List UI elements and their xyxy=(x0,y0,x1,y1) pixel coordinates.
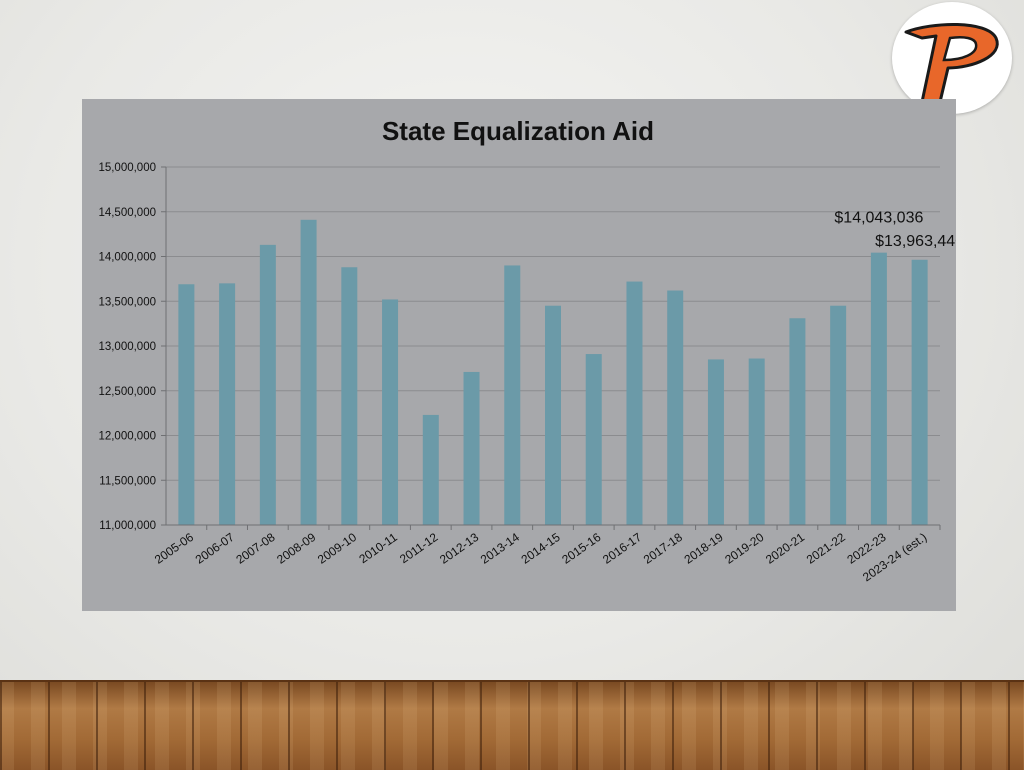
bar-2017-18 xyxy=(667,290,684,525)
bar-2005-06 xyxy=(178,284,195,525)
chart-title: State Equalization Aid xyxy=(382,116,654,146)
bar-2015-16 xyxy=(585,354,602,525)
y-tick-label: 13,000,000 xyxy=(98,341,156,353)
bars xyxy=(178,219,928,526)
x-category-label: 2005-06 xyxy=(152,530,196,567)
x-category-label: 2019-20 xyxy=(722,530,766,567)
bar-2010-11 xyxy=(382,299,399,525)
wood-floor-decoration xyxy=(0,680,1024,770)
x-category-label: 2020-21 xyxy=(763,530,807,567)
bar-2019-20 xyxy=(748,358,765,525)
x-category-label: 2008-09 xyxy=(274,530,318,567)
bar-2006-07 xyxy=(219,283,236,525)
bar-2018-19 xyxy=(707,359,724,525)
x-category-label: 2013-14 xyxy=(478,530,522,567)
logo-p-icon xyxy=(904,22,999,104)
x-category-label: 2015-16 xyxy=(559,530,603,567)
bar-2009-10 xyxy=(341,267,358,525)
y-tick-label: 12,000,000 xyxy=(98,431,156,443)
y-tick-label: 15,000,000 xyxy=(98,162,156,174)
x-category-label: 2009-10 xyxy=(315,530,359,567)
school-logo xyxy=(892,2,1012,114)
bar-2011-12 xyxy=(422,414,439,525)
bar-2013-14 xyxy=(504,265,521,525)
y-tick-label: 13,500,000 xyxy=(98,296,156,308)
bar-2022-23 xyxy=(870,252,887,525)
y-tick-label: 12,500,000 xyxy=(98,386,156,398)
value-annotation: $14,043,036 xyxy=(834,210,923,227)
x-category-label: 2017-18 xyxy=(641,530,685,567)
x-category-label: 2010-11 xyxy=(356,530,400,566)
y-tick-label: 11,000,000 xyxy=(99,520,156,532)
bar-2007-08 xyxy=(259,244,276,526)
x-category-label: 2006-07 xyxy=(193,530,237,567)
value-annotation: $13,963,440 xyxy=(875,233,956,250)
bar-2012-13 xyxy=(463,371,480,525)
y-tick-label: 14,500,000 xyxy=(98,207,156,219)
bar-2023-24-est xyxy=(911,259,928,525)
bar-2021-22 xyxy=(830,305,847,525)
axes xyxy=(161,166,941,530)
y-tick-label: 11,500,000 xyxy=(99,475,156,487)
bar-chart: State Equalization Aid 11,000,000 11,500,… xyxy=(98,116,956,584)
y-tick-label: 14,000,000 xyxy=(98,252,156,264)
bar-2020-21 xyxy=(789,318,806,525)
x-category-label: 2018-19 xyxy=(682,530,726,567)
bar-2014-15 xyxy=(545,305,561,525)
x-category-label: 2007-08 xyxy=(233,530,277,567)
bar-2008-09 xyxy=(300,219,317,525)
x-category-label: 2016-17 xyxy=(600,530,644,567)
chart-panel: State Equalization Aid 11,000,000 11,500,… xyxy=(82,99,956,611)
x-category-label: 2014-15 xyxy=(519,530,563,567)
bar-2016-17 xyxy=(626,281,643,525)
x-category-label: 2021-22 xyxy=(804,530,848,567)
x-category-label: 2011-12 xyxy=(397,530,441,566)
x-category-label: 2012-13 xyxy=(437,530,481,567)
